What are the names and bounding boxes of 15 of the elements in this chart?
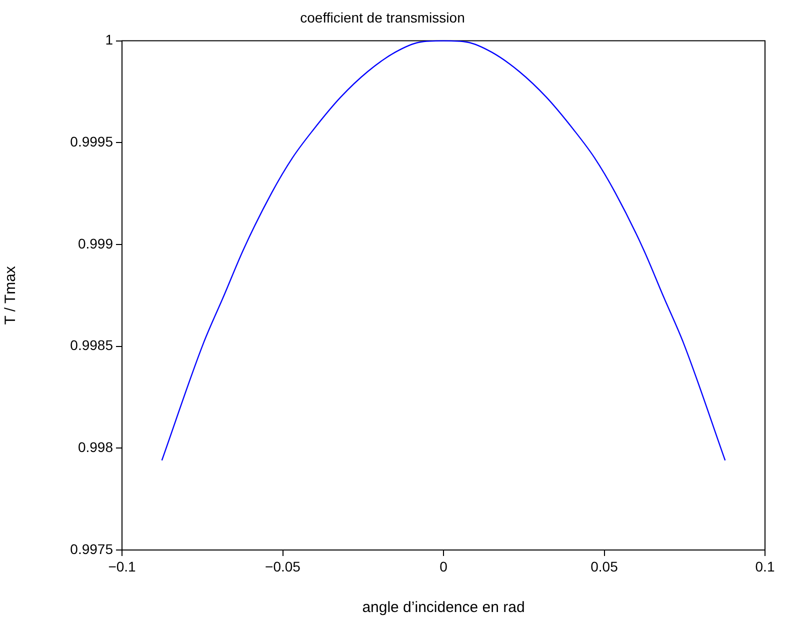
y-axis-title: T / Tmax — [2, 266, 20, 325]
y-tick-label: 0.999 — [78, 235, 114, 252]
y-tick-label: 0.998 — [78, 439, 114, 456]
y-tick-label: 0.9975 — [70, 540, 114, 557]
x-tick-label: 0 — [440, 558, 448, 574]
chart-title: coefficient de transmission — [300, 9, 465, 26]
y-tick-label: 0.9985 — [70, 337, 114, 354]
y-tick-label: 1 — [105, 32, 114, 48]
x-axis-title: angle d’incidence en rad — [362, 599, 525, 616]
x-tick-label: 0.1 — [755, 558, 775, 574]
x-tick-label: −0.05 — [265, 558, 301, 574]
x-tick-label: −0.1 — [108, 558, 136, 574]
y-tick-label: 0.9995 — [70, 134, 114, 150]
x-tick-label: 0.05 — [590, 558, 618, 574]
line-series — [161, 40, 726, 461]
